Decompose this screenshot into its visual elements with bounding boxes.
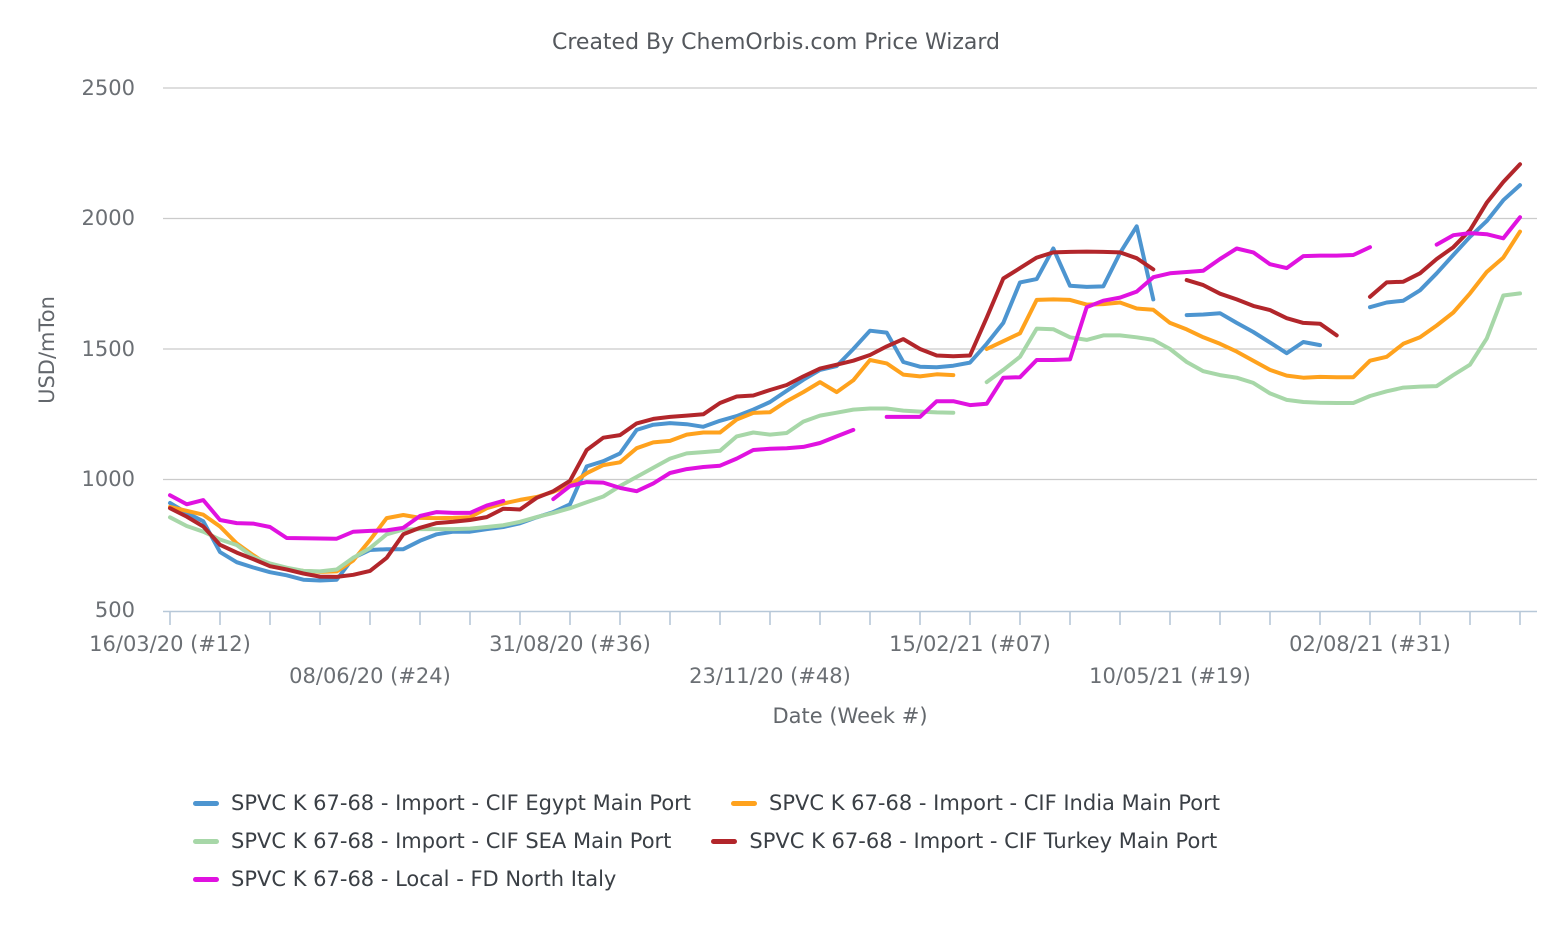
series-line xyxy=(1368,162,1522,299)
legend-swatch-icon xyxy=(193,801,219,806)
legend-item: SPVC K 67-68 - Import - CIF Egypt Main P… xyxy=(193,791,691,816)
y-tick-label: 2000 xyxy=(81,206,135,230)
x-tick-label: 02/08/21 (#31) xyxy=(1289,632,1451,656)
legend-item: SPVC K 67-68 - Local - FD North Italy xyxy=(193,867,616,892)
x-axis-title: Date (Week #) xyxy=(772,704,928,728)
series-line xyxy=(1184,311,1322,356)
series-line xyxy=(168,358,956,574)
legend-swatch-icon xyxy=(711,839,738,844)
legend: SPVC K 67-68 - Import - CIF Egypt Main P… xyxy=(193,791,1220,892)
chart-title: Created By ChemOrbis.com Price Wizard xyxy=(551,30,1000,55)
x-tick-label: 15/02/21 (#07) xyxy=(889,632,1051,656)
legend-row: SPVC K 67-68 - Import - CIF Egypt Main P… xyxy=(193,791,1220,816)
y-tick-label: 2500 xyxy=(81,76,135,100)
legend-label: SPVC K 67-68 - Local - FD North Italy xyxy=(231,867,617,891)
x-tick-label: 08/06/20 (#24) xyxy=(289,664,451,688)
legend-row: SPVC K 67-68 - Local - FD North Italy xyxy=(193,867,1220,892)
series-line xyxy=(1184,278,1339,338)
series-line xyxy=(884,245,1372,419)
legend-label: SPVC K 67-68 - Import - CIF Turkey Main … xyxy=(749,829,1218,853)
legend-swatch-icon xyxy=(193,877,219,882)
legend-item: SPVC K 67-68 - Import - CIF India Main P… xyxy=(731,791,1220,816)
legend-item: SPVC K 67-68 - Import - CIF SEA Main Por… xyxy=(193,829,671,854)
series-line xyxy=(551,427,856,502)
series-line xyxy=(168,493,506,541)
legend-label: SPVC K 67-68 - Import - CIF SEA Main Por… xyxy=(231,829,672,853)
legend-swatch-icon xyxy=(731,801,758,806)
x-tick-label: 23/11/20 (#48) xyxy=(689,664,851,688)
y-tick-label: 1000 xyxy=(81,467,135,491)
x-tick-label: 31/08/20 (#36) xyxy=(489,632,651,656)
legend-label: SPVC K 67-68 - Import - CIF India Main P… xyxy=(769,791,1221,815)
series-line xyxy=(984,229,1522,380)
legend-item: SPVC K 67-68 - Import - CIF Turkey Main … xyxy=(711,829,1217,854)
x-tick-label: 10/05/21 (#19) xyxy=(1089,664,1251,688)
legend-row: SPVC K 67-68 - Import - CIF SEA Main Por… xyxy=(193,829,1220,854)
y-tick-label: 500 xyxy=(94,598,135,622)
series-line xyxy=(168,406,956,574)
series-line xyxy=(1434,215,1522,247)
legend-swatch-icon xyxy=(193,839,219,844)
series-line xyxy=(984,291,1522,405)
series-line xyxy=(168,224,1156,583)
legend-label: SPVC K 67-68 - Import - CIF Egypt Main P… xyxy=(231,791,692,815)
x-tick-label: 16/03/20 (#12) xyxy=(89,632,251,656)
y-tick-label: 1500 xyxy=(81,337,135,361)
series-line xyxy=(1368,183,1522,310)
series-line xyxy=(168,249,1156,579)
